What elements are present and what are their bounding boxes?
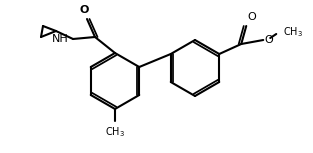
Text: O: O	[247, 12, 256, 22]
Text: CH$_3$: CH$_3$	[105, 125, 125, 139]
Text: CH$_3$: CH$_3$	[283, 25, 303, 39]
Text: O: O	[264, 35, 273, 45]
Text: NH: NH	[52, 34, 69, 44]
Text: O: O	[79, 5, 89, 15]
